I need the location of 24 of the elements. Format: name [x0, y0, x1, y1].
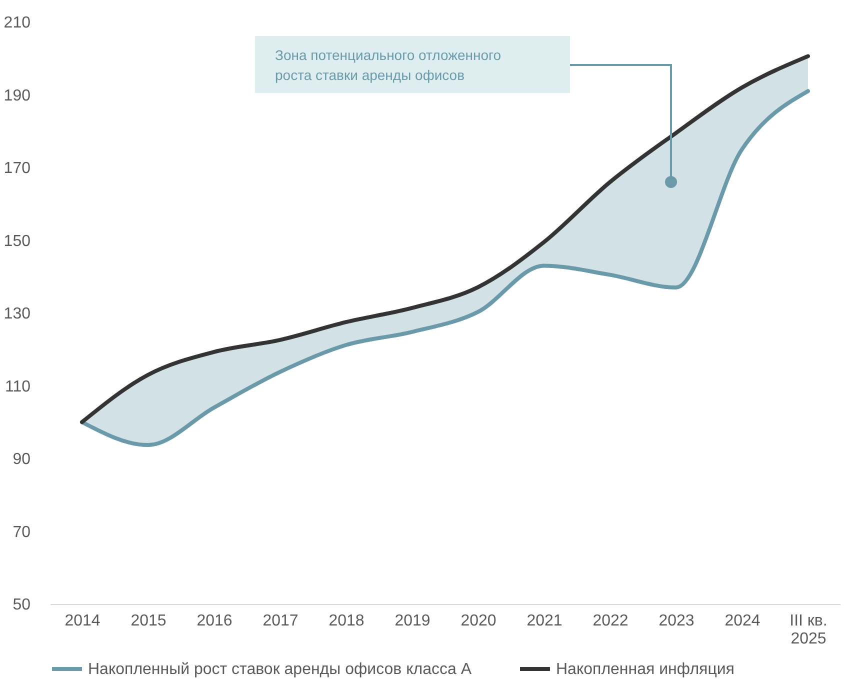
x-tick-label: 2014 [64, 612, 100, 630]
x-tick-label: 2017 [262, 612, 298, 630]
x-tick-label: 2015 [130, 612, 166, 630]
y-tick-label: 90 [12, 451, 31, 468]
x-tick-label: 2018 [328, 612, 364, 630]
x-tick-label: III кв. 2025 [790, 612, 828, 648]
x-tick-label: 2024 [724, 612, 760, 630]
x-tick-label: 2016 [196, 612, 232, 630]
y-tick-label: 70 [12, 524, 31, 541]
y-tick-label: 110 [4, 378, 31, 396]
x-tick-label: 2021 [526, 612, 562, 630]
x-tick-label: 2023 [658, 612, 694, 630]
annotation: Зона потенциального отложенного роста ставки аренды офисов [275, 47, 502, 83]
y-tick-label: 210 [4, 14, 31, 32]
x-tick-label: 2020 [460, 612, 496, 630]
legend-label: Накопленный рост ставок аренды офисов класса А [88, 661, 472, 678]
y-tick-label: 190 [4, 87, 31, 104]
legend-label: Накопленная инфляция [556, 661, 734, 678]
y-tick-label: 170 [4, 160, 31, 177]
y-tick-label: 150 [4, 232, 31, 250]
y-tick-label: 50 [12, 596, 31, 614]
x-tick-label: 2022 [592, 612, 628, 630]
y-tick-label: 130 [4, 306, 31, 322]
x-tick-label: 2019 [394, 612, 430, 630]
